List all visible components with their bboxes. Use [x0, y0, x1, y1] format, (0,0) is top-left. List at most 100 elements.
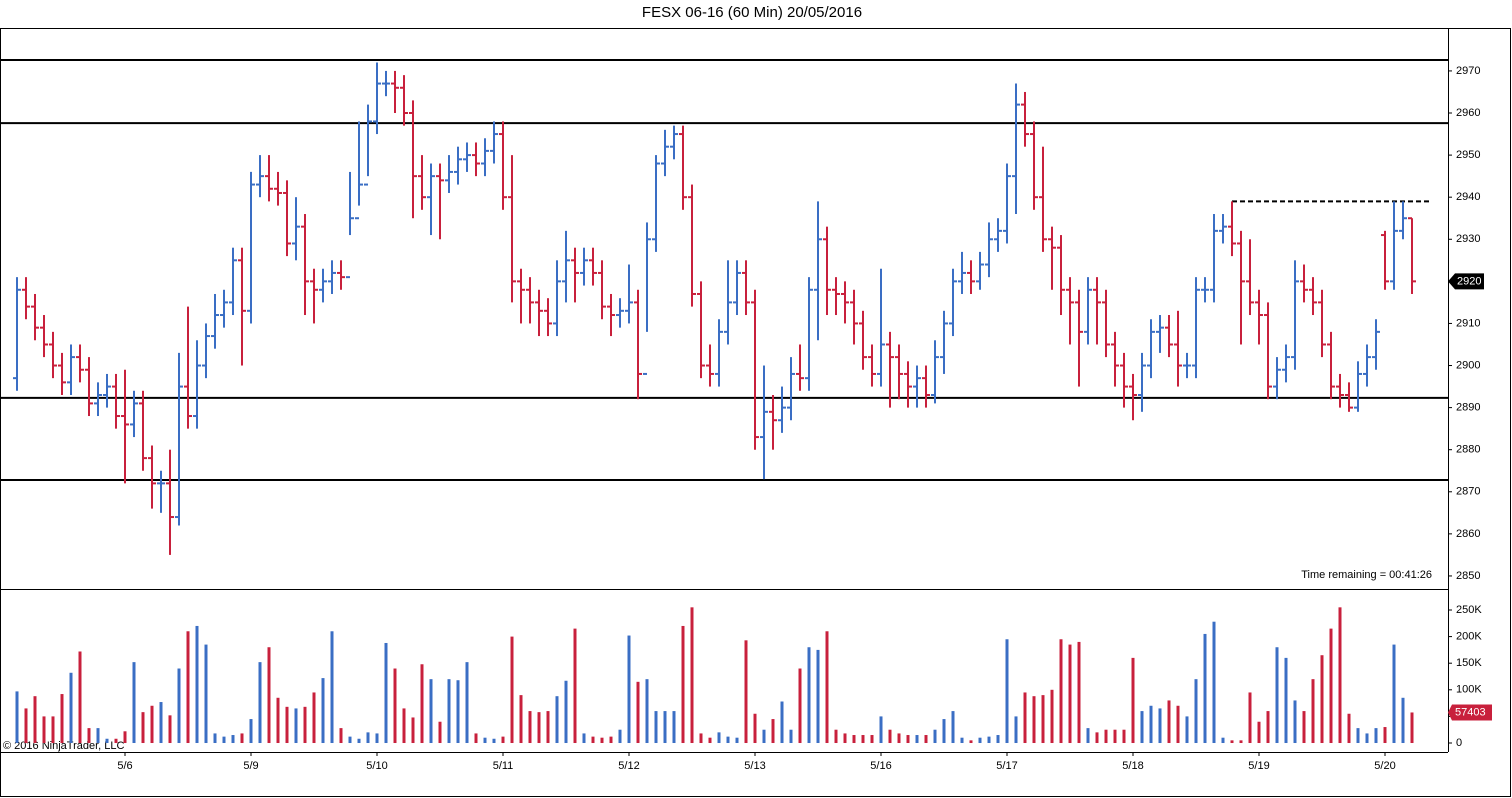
volume-bar [582, 733, 586, 744]
volume-bar [681, 625, 685, 744]
volume-bar [465, 662, 469, 744]
volume-bar [1122, 729, 1126, 744]
volume-bar [123, 731, 127, 744]
volume-bar [285, 706, 289, 744]
volume-bar [240, 733, 244, 744]
volume-bar [1203, 633, 1207, 744]
volume-bar [960, 737, 964, 744]
volume-bar [87, 728, 91, 744]
volume-bar [1374, 728, 1378, 744]
volume-bar [771, 719, 775, 744]
volume-bar [321, 678, 325, 744]
volume-bar [780, 701, 784, 744]
volume-bar [1149, 705, 1153, 744]
volume-bar [150, 705, 154, 744]
x-tick-label: 5/13 [744, 760, 765, 772]
volume-bar [339, 728, 343, 744]
volume-bar [825, 631, 829, 744]
volume-bar [519, 695, 523, 744]
volume-bar [1392, 644, 1396, 744]
volume-bar [1284, 657, 1288, 744]
volume-bar [384, 642, 388, 744]
volume-bar [1023, 692, 1027, 744]
volume-bar [1041, 695, 1045, 744]
x-tick-label: 5/20 [1374, 760, 1395, 772]
volume-bar [330, 631, 334, 744]
volume-bar [1293, 700, 1297, 744]
volume-bar [447, 679, 451, 744]
x-tick-label: 5/19 [1248, 760, 1269, 772]
volume-bar [276, 697, 280, 744]
y-tick-label: 2880 [1456, 444, 1480, 456]
volume-bar [1077, 641, 1081, 744]
last-price-marker [1448, 273, 1484, 290]
volume-bar [888, 729, 892, 744]
volume-bar [1095, 732, 1099, 744]
y-tick-label: 2930 [1456, 233, 1480, 245]
volume-bar [645, 679, 649, 744]
volume-bar [483, 737, 487, 744]
y-tick-label: 2910 [1456, 317, 1480, 329]
x-tick-label: 5/6 [117, 760, 132, 772]
volume-bar [924, 735, 928, 744]
volume-bar [15, 691, 19, 744]
volume-bar [1185, 716, 1189, 744]
volume-bar [1059, 639, 1063, 744]
volume-bar [132, 662, 136, 744]
volume-bar [1302, 711, 1306, 744]
volume-bar [1104, 729, 1108, 744]
volume-bar [618, 729, 622, 744]
volume-bar [60, 694, 64, 744]
volume-bar [1329, 628, 1333, 744]
volume-bar [222, 736, 226, 744]
volume-bar [249, 719, 253, 744]
volume-bar [627, 635, 631, 744]
volume-bar [375, 733, 379, 744]
volume-bar [1266, 711, 1270, 744]
volume-bar [1212, 621, 1216, 744]
y2-tick-label: 0 [1456, 737, 1462, 749]
volume-bar [33, 696, 37, 744]
volume-bar [357, 738, 361, 744]
volume-bar [933, 729, 937, 744]
volume-bar [474, 733, 478, 744]
volume-bar [1032, 696, 1036, 744]
volume-bar [672, 711, 676, 744]
volume-bar [96, 728, 100, 744]
y-tick-label: 2960 [1456, 107, 1480, 119]
volume-bar [159, 702, 163, 744]
volume-bar [843, 733, 847, 744]
y-tick-label: 2950 [1456, 149, 1480, 161]
volume-bar [1140, 711, 1144, 744]
volume-bar [1131, 657, 1135, 744]
volume-bar [564, 680, 568, 744]
last-volume-label: 57403 [1455, 706, 1486, 718]
volume-bar [438, 721, 442, 744]
volume-bar [501, 736, 505, 744]
volume-bar [348, 736, 352, 744]
volume-bar [1275, 647, 1279, 744]
y-tick-label: 2940 [1456, 191, 1480, 203]
volume-bar [105, 738, 109, 744]
volume-bar [753, 713, 757, 744]
volume-bar [798, 668, 802, 744]
volume-bar [1401, 697, 1405, 744]
volume-bar [114, 738, 118, 744]
volume-bar [690, 607, 694, 744]
volume-bar [807, 647, 811, 744]
volume-bar [366, 732, 370, 744]
volume-bar [1365, 733, 1369, 744]
volume-bar [429, 679, 433, 744]
volume-bar [69, 672, 73, 744]
volume-bar [978, 737, 982, 744]
volume-bar [411, 717, 415, 744]
volume-bar [1050, 689, 1054, 744]
volume-bar [726, 736, 730, 744]
volume-bar [717, 732, 721, 744]
volume-bar [996, 735, 1000, 744]
volume-bar [258, 662, 262, 744]
x-tick-label: 5/12 [618, 760, 639, 772]
volume-bar [942, 719, 946, 744]
volume-bar [1158, 708, 1162, 744]
